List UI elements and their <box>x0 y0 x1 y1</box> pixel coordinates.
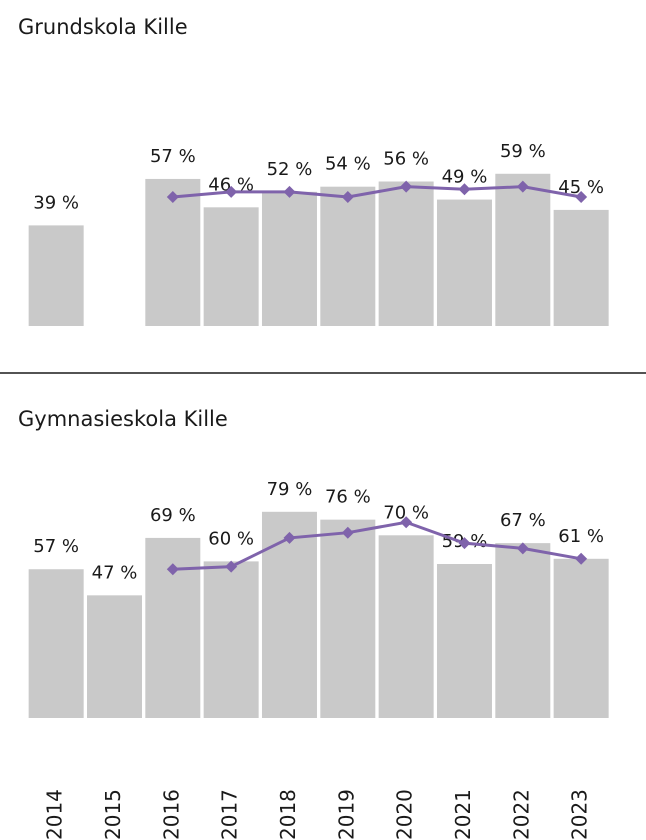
value-label: 67 % <box>500 510 546 531</box>
line <box>172 185 582 199</box>
bar <box>553 558 609 718</box>
x-tick-label: 2017 <box>218 789 242 840</box>
value-label: 57 % <box>33 536 79 557</box>
x-tick-label: 2019 <box>334 789 358 840</box>
bar <box>495 173 551 326</box>
x-tick-label: 2018 <box>276 789 300 840</box>
chart-title: Grundskola Kille <box>18 15 188 39</box>
value-label: 60 % <box>208 528 254 549</box>
value-label: 45 % <box>558 177 604 198</box>
x-tick-label: 2014 <box>43 789 67 840</box>
value-label: 59 % <box>500 141 546 162</box>
value-label: 47 % <box>92 562 138 583</box>
bar <box>320 186 376 326</box>
x-tick-label: 2016 <box>159 789 183 840</box>
value-label: 39 % <box>33 192 79 213</box>
marker <box>575 552 588 565</box>
marker <box>400 180 413 193</box>
line <box>172 520 582 571</box>
value-label: 56 % <box>383 149 429 170</box>
bar <box>203 561 259 718</box>
x-tick-label: 2015 <box>101 789 125 840</box>
bar <box>553 209 609 326</box>
bar <box>378 535 434 718</box>
bar <box>378 181 434 326</box>
marker <box>400 516 413 529</box>
bar <box>28 569 84 718</box>
x-tick-label: 2021 <box>451 789 475 840</box>
marker <box>516 542 529 555</box>
value-label: 57 % <box>150 146 196 167</box>
marker <box>283 531 296 544</box>
bar <box>28 225 84 326</box>
bar <box>436 199 492 326</box>
marker <box>225 185 238 198</box>
x-tick-label: 2022 <box>509 789 533 840</box>
value-label: 52 % <box>267 159 313 180</box>
marker <box>575 191 588 203</box>
bar <box>320 519 376 718</box>
bar <box>436 564 492 718</box>
value-label: 79 % <box>267 479 313 500</box>
marker <box>458 537 471 550</box>
marker <box>283 185 296 198</box>
value-label: 49 % <box>442 167 488 188</box>
value-label: 46 % <box>208 174 254 195</box>
bar <box>261 191 317 326</box>
bar <box>86 595 142 718</box>
marker <box>166 563 179 576</box>
x-tick-label: 2023 <box>568 789 592 840</box>
marker <box>341 526 354 539</box>
marker <box>341 191 354 203</box>
value-label: 76 % <box>325 487 371 508</box>
marker <box>458 183 471 196</box>
bar <box>145 178 201 326</box>
bar <box>495 543 551 718</box>
value-label: 54 % <box>325 154 371 175</box>
marker <box>166 191 179 203</box>
marker <box>516 180 529 193</box>
value-label: 69 % <box>150 505 196 526</box>
bar <box>203 207 259 326</box>
marker <box>225 560 238 573</box>
chart-title: Gymnasieskola Kille <box>18 407 228 431</box>
value-label: 70 % <box>383 502 429 523</box>
value-label: 61 % <box>558 526 604 547</box>
x-tick-label: 2020 <box>393 789 417 840</box>
